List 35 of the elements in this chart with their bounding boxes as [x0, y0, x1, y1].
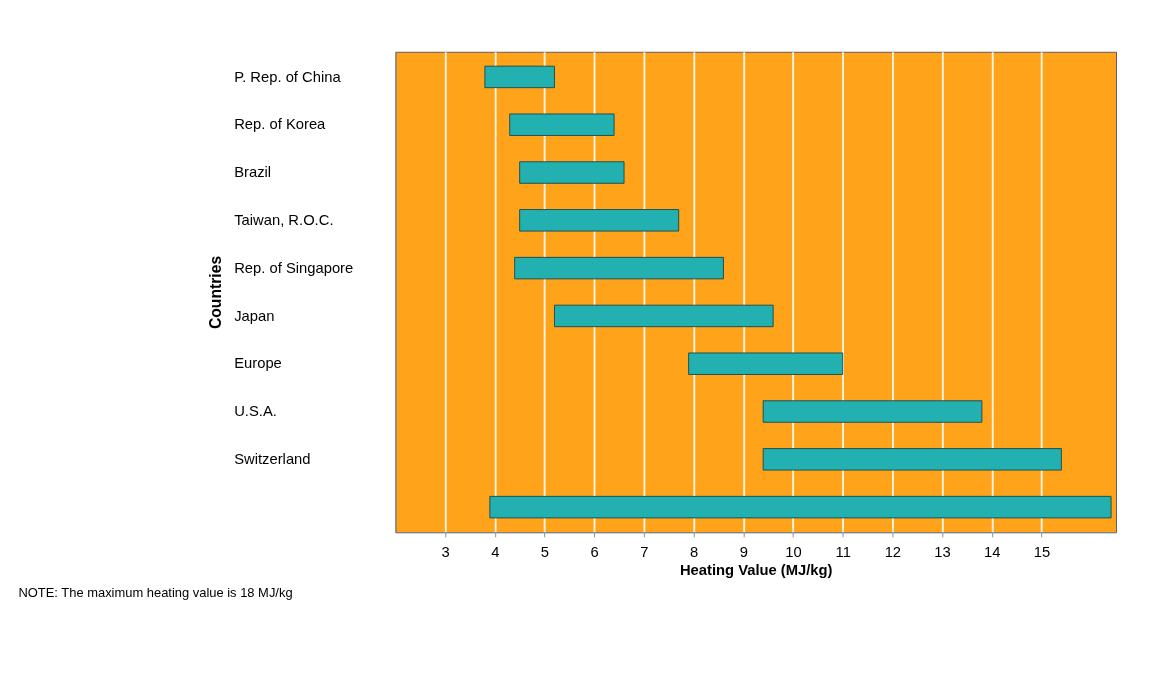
x-axis-title: Heating Value (MJ/kg) — [679, 562, 833, 579]
x-tick-label: 15 — [1033, 543, 1051, 560]
y-axis-title: Countries — [207, 255, 225, 330]
x-tick-label: 12 — [884, 543, 902, 560]
bar — [509, 113, 615, 136]
y-tick-label: Japan — [234, 307, 275, 324]
x-tick-label: 10 — [785, 543, 802, 560]
x-tick-label: 14 — [984, 543, 1001, 560]
bar — [762, 400, 983, 423]
bar — [484, 65, 555, 89]
x-tick-label: 11 — [835, 543, 851, 560]
y-tick-label: Switzerland — [234, 450, 311, 467]
bar — [514, 256, 724, 280]
x-tick-label: 13 — [934, 543, 951, 560]
y-tick-label: Taiwan, R.O.C. — [234, 211, 334, 228]
y-tick-label: Europe — [234, 355, 282, 372]
y-tick-label: Rep. of Singapore — [234, 259, 354, 276]
x-tick-label: 4 — [491, 543, 500, 560]
bar — [688, 352, 844, 375]
bar — [519, 161, 625, 184]
y-tick-label: Rep. of Korea — [234, 116, 327, 133]
text: NOTE: The maximum heating value is 18 MJ/kg — [18, 584, 293, 600]
x-tick-label: 5 — [540, 543, 550, 560]
x-tick-label: 8 — [689, 543, 699, 560]
bar — [553, 304, 774, 328]
bar — [762, 448, 1062, 471]
y-tick-label: U.S.A. — [234, 403, 277, 420]
x-tick-label: 7 — [640, 543, 649, 560]
y-tick-label: Brazil — [234, 164, 272, 181]
x-tick-label: 3 — [441, 543, 450, 560]
bar — [489, 495, 1112, 519]
x-tick-label: 6 — [590, 543, 599, 560]
y-tick-label: P. Rep. of China — [234, 68, 342, 85]
x-tick-label: 9 — [739, 543, 748, 560]
bar — [519, 209, 680, 232]
